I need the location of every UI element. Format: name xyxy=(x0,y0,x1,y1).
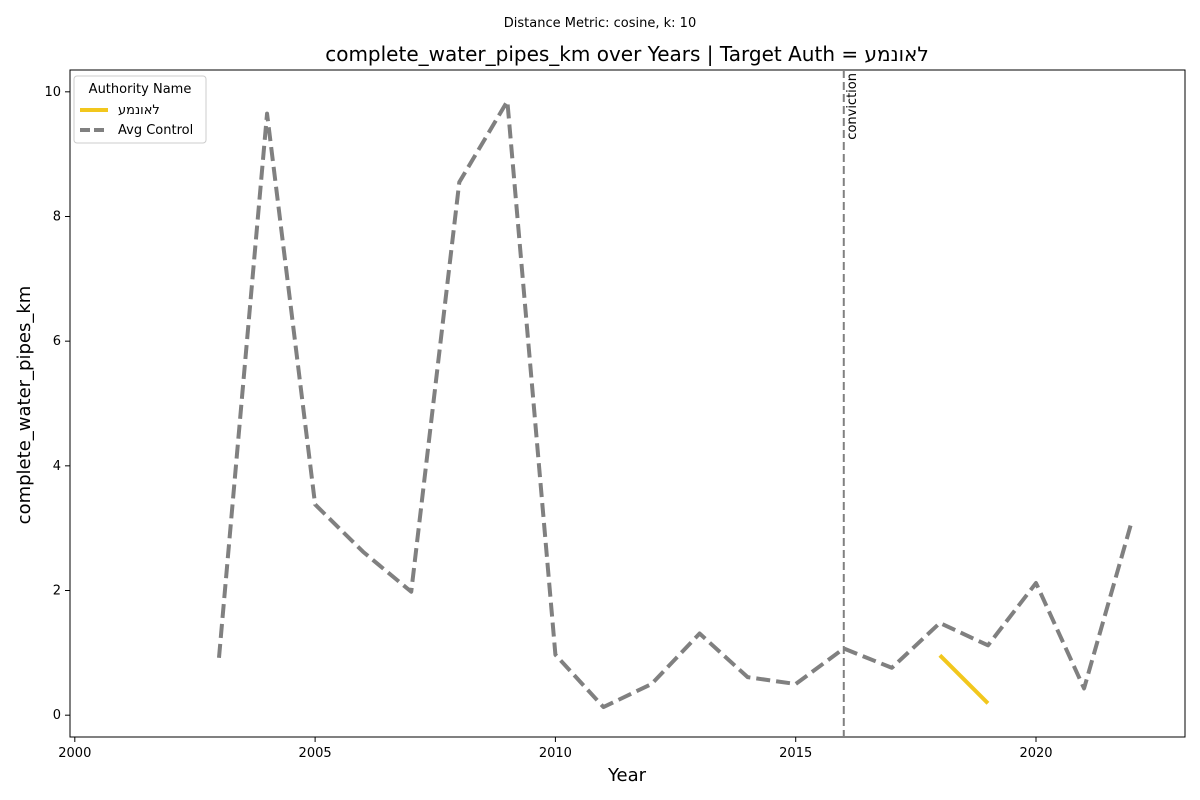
legend-label: Avg Control xyxy=(118,123,193,138)
target-series-line xyxy=(938,653,990,705)
x-tick-label: 2005 xyxy=(299,746,332,761)
y-tick-label: 10 xyxy=(44,85,61,100)
legend: Authority Name לאונמע Avg Control xyxy=(73,75,207,144)
plot-area: 2000 2005 2010 2015 2020 0 2 4 6 8 10 conviction xyxy=(44,69,1186,761)
y-tick-label: 6 xyxy=(53,334,61,349)
avg-control-series-line xyxy=(216,99,1135,710)
y-tick-label: 8 xyxy=(53,209,61,224)
conviction-label: conviction xyxy=(845,73,860,140)
x-axis-title: Year xyxy=(607,765,647,786)
y-tick-label: 0 xyxy=(53,708,61,723)
chart-title: complete_water_pipes_km over Years | Tar… xyxy=(325,42,929,66)
suptitle: Distance Metric: cosine, k: 10 xyxy=(504,16,696,31)
x-tick-label: 2020 xyxy=(1019,746,1052,761)
x-tick-label: 2000 xyxy=(58,746,91,761)
x-tick-label: 2015 xyxy=(779,746,812,761)
y-tick-label: 4 xyxy=(53,459,61,474)
y-axis-title: complete_water_pipes_km xyxy=(14,286,35,525)
legend-box xyxy=(73,75,207,144)
y-tick-label: 2 xyxy=(53,584,61,599)
legend-title: Authority Name xyxy=(89,82,192,97)
legend-label: לאונמע xyxy=(118,103,160,118)
x-tick-label: 2010 xyxy=(539,746,572,761)
plot-frame xyxy=(69,69,1186,738)
